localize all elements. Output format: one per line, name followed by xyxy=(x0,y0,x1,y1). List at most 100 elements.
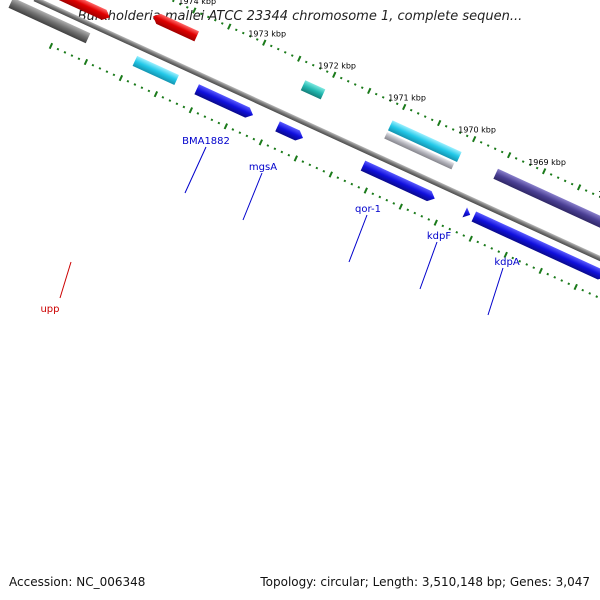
ruler-minor-tick xyxy=(241,31,245,35)
ruler-minor-tick xyxy=(598,195,600,199)
ruler-minor-tick xyxy=(479,140,483,144)
ruler-minor-tick xyxy=(304,60,308,64)
ruler-minor-tick xyxy=(245,134,249,138)
ruler-major-tick xyxy=(402,103,407,111)
gene-label-upp[interactable]: upp xyxy=(40,304,59,315)
ruler-major-tick xyxy=(437,119,442,127)
gene-feature[interactable] xyxy=(387,120,462,163)
ruler-minor-tick xyxy=(497,250,501,253)
ruler-minor-tick xyxy=(588,292,592,295)
ruler-major-tick xyxy=(468,235,473,242)
ruler-major-tick xyxy=(363,187,368,194)
ruler-minor-tick xyxy=(525,263,529,266)
gene-label-mgsa[interactable]: mgsA xyxy=(249,162,277,173)
ruler-minor-tick xyxy=(266,144,270,147)
ruler-minor-tick xyxy=(301,160,305,163)
ruler-minor-tick xyxy=(392,202,396,205)
leader-line-upp xyxy=(59,261,72,299)
gene-label-kdpa[interactable]: kdpA xyxy=(494,257,519,268)
ruler-major-tick xyxy=(48,42,54,50)
ruler-minor-tick xyxy=(98,67,102,70)
gene-feature[interactable] xyxy=(275,121,305,143)
ruler-minor-tick xyxy=(395,102,399,106)
ruler-minor-tick xyxy=(140,86,144,90)
ruler-minor-tick xyxy=(483,243,487,247)
ruler-major-tick xyxy=(541,168,547,175)
ruler-minor-tick xyxy=(171,0,175,3)
gene-feature[interactable] xyxy=(493,168,600,240)
ruler-minor-tick xyxy=(280,150,284,154)
ruler-minor-tick xyxy=(563,179,567,183)
ruler-minor-tick xyxy=(311,63,315,67)
leader-line-bma1882 xyxy=(184,146,207,194)
ruler-minor-tick xyxy=(147,89,151,93)
gene-label-kdpf[interactable]: kdpF xyxy=(427,231,451,242)
ruler-major-tick xyxy=(332,71,337,78)
gene-feature[interactable] xyxy=(151,11,200,42)
genome-summary-text: Topology: circular; Length: 3,510,148 bp… xyxy=(260,575,590,589)
ruler-label: 1971 kbp xyxy=(388,94,426,103)
ruler-minor-tick xyxy=(217,121,221,125)
leader-line-mgsa xyxy=(242,172,263,221)
ruler-minor-tick xyxy=(409,108,413,112)
ruler-minor-tick xyxy=(546,272,550,276)
ruler-minor-tick xyxy=(360,86,364,90)
ruler-minor-tick xyxy=(535,166,539,170)
ruler-minor-tick xyxy=(112,73,116,77)
gene-feature[interactable] xyxy=(194,84,255,120)
ruler-minor-tick xyxy=(451,128,455,131)
ruler-minor-tick xyxy=(255,38,259,41)
ruler-minor-tick xyxy=(595,295,599,298)
ruler-minor-tick xyxy=(374,92,378,96)
gene-feature[interactable] xyxy=(300,80,326,100)
ruler-minor-tick xyxy=(514,157,518,160)
leader-line-kdpa xyxy=(487,267,504,316)
gene-feature[interactable] xyxy=(360,160,437,204)
ruler-minor-tick xyxy=(385,198,389,202)
ruler-minor-tick xyxy=(493,147,497,151)
ruler-minor-tick xyxy=(269,44,273,48)
gene-label-bma1882[interactable]: BMA1882 xyxy=(182,136,230,147)
gene-label-qor1[interactable]: qor-1 xyxy=(355,204,381,215)
ruler-minor-tick xyxy=(591,192,595,196)
ruler-minor-tick xyxy=(455,231,459,234)
ruler-minor-tick xyxy=(462,234,466,237)
gene-feature[interactable] xyxy=(8,0,91,44)
ruler-minor-tick xyxy=(252,137,256,141)
ruler-major-tick xyxy=(433,219,438,226)
gene-feature[interactable] xyxy=(20,0,112,22)
ruler-minor-tick xyxy=(490,247,494,250)
ruler-minor-tick xyxy=(276,47,280,51)
ruler-minor-tick xyxy=(178,2,182,6)
gene-label-leaders xyxy=(59,146,504,316)
inner-tick-ring xyxy=(48,42,599,298)
gene-feature[interactable] xyxy=(471,211,600,283)
ruler-minor-tick xyxy=(168,99,172,102)
ruler-major-tick xyxy=(507,152,512,159)
gene-feature[interactable] xyxy=(132,55,179,86)
ruler-major-tick xyxy=(192,7,197,14)
gene-feature[interactable] xyxy=(462,207,472,220)
ruler-minor-tick xyxy=(213,18,217,22)
outer-tick-ring xyxy=(171,0,600,199)
ruler-minor-tick xyxy=(458,131,462,134)
ruler-minor-tick xyxy=(273,147,277,151)
ruler-major-tick xyxy=(398,203,403,210)
ruler-minor-tick xyxy=(518,259,522,263)
gene-feature[interactable] xyxy=(384,132,455,170)
ruler-minor-tick xyxy=(413,211,417,215)
accession-text: Accession: NC_006348 xyxy=(9,575,146,589)
ruler-minor-tick xyxy=(350,182,354,186)
ruler-minor-tick xyxy=(500,150,504,154)
ruler-major-tick xyxy=(262,39,267,46)
ruler-minor-tick xyxy=(77,57,81,61)
ruler-minor-tick xyxy=(521,160,525,163)
ruler-minor-tick xyxy=(346,79,350,83)
ruler-major-tick xyxy=(576,184,582,191)
ruler-minor-tick xyxy=(549,173,553,176)
ruler-minor-tick xyxy=(448,227,452,231)
ruler-major-tick xyxy=(573,283,578,291)
ruler-minor-tick xyxy=(203,115,207,118)
